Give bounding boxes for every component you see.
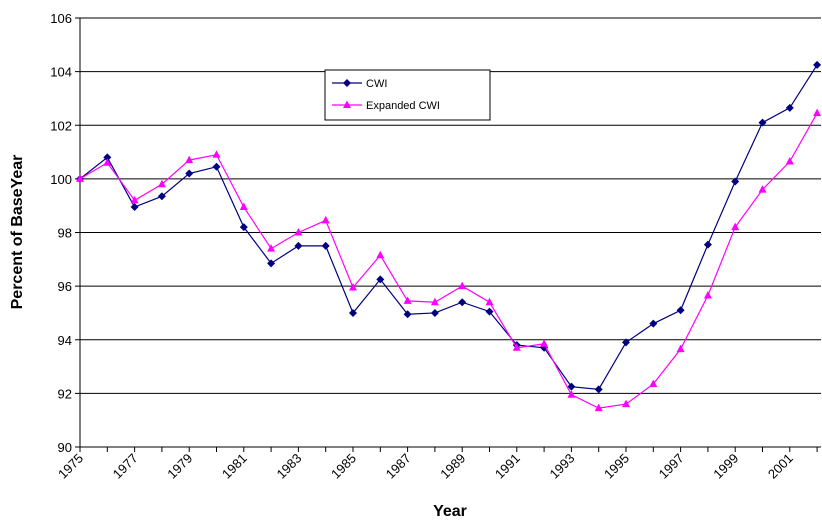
point — [458, 281, 467, 290]
point — [403, 296, 412, 304]
legend-label: CWI — [366, 78, 387, 90]
point — [758, 118, 767, 127]
point — [403, 310, 412, 319]
point — [458, 298, 467, 307]
point — [321, 215, 330, 224]
x-tick-label: 1981 — [219, 451, 250, 482]
point — [594, 385, 603, 394]
point — [103, 153, 112, 162]
point — [349, 308, 357, 317]
y-tick-label: 92 — [58, 386, 72, 401]
point — [567, 382, 576, 391]
point — [622, 399, 630, 408]
x-tick-label: 1987 — [383, 451, 414, 482]
point — [622, 338, 630, 347]
point — [239, 202, 248, 211]
point — [130, 203, 139, 212]
x-tick-label: 1995 — [601, 451, 632, 482]
y-tick-label: 106 — [50, 11, 72, 26]
point — [785, 103, 794, 112]
point — [703, 291, 712, 299]
x-tick-label: 1991 — [492, 451, 523, 482]
point — [376, 275, 385, 284]
point — [267, 259, 276, 268]
point — [813, 108, 822, 117]
x-tick-label: 1975 — [55, 451, 86, 482]
point — [157, 179, 166, 188]
point — [343, 100, 351, 108]
y-tick-label: 104 — [50, 65, 72, 80]
point — [703, 240, 712, 249]
y-tick-label: 102 — [50, 118, 72, 133]
point — [343, 79, 351, 87]
point — [649, 319, 658, 328]
point — [785, 156, 794, 165]
point — [294, 241, 303, 250]
point — [157, 192, 166, 201]
point — [731, 222, 740, 231]
point — [349, 282, 357, 291]
y-tick-label: 90 — [58, 440, 72, 455]
y-tick-label: 100 — [50, 172, 72, 187]
point — [649, 379, 658, 387]
point — [212, 162, 221, 171]
point — [512, 343, 521, 351]
x-tick-label: 1983 — [273, 451, 304, 482]
point — [594, 403, 603, 412]
point — [76, 174, 84, 182]
point — [430, 308, 439, 317]
x-tick-label: 1979 — [164, 451, 195, 482]
point — [758, 185, 767, 193]
series-line — [79, 112, 818, 409]
point — [185, 155, 194, 164]
y-axis-label: Percent of BaseYear — [9, 155, 26, 310]
y-tick-label: 98 — [58, 226, 72, 241]
point — [212, 150, 221, 158]
y-tick-label: 96 — [58, 279, 72, 294]
point — [185, 169, 194, 178]
point — [430, 297, 439, 306]
point — [731, 177, 740, 186]
point — [267, 244, 276, 252]
y-tick-label: 94 — [58, 333, 72, 348]
point — [485, 297, 494, 306]
point — [676, 344, 685, 353]
x-tick-label: 1985 — [328, 451, 359, 482]
x-tick-label: 1993 — [546, 451, 577, 482]
legend-box — [324, 69, 491, 121]
x-tick-label: 2001 — [765, 451, 796, 482]
point — [239, 223, 248, 232]
x-axis-label: Year — [433, 503, 467, 520]
point — [103, 158, 112, 166]
x-tick-label: 1989 — [437, 451, 468, 482]
x-tick-label: 1999 — [710, 451, 741, 482]
point — [321, 241, 330, 250]
point — [567, 390, 576, 398]
point — [540, 339, 549, 347]
series-line — [79, 64, 818, 390]
point — [130, 195, 139, 204]
legend-label: Expanded CWI — [366, 100, 440, 112]
point — [485, 307, 494, 316]
x-tick-label: 1977 — [110, 451, 141, 482]
point — [294, 228, 303, 236]
x-tick-label: 1997 — [656, 451, 687, 482]
point — [676, 306, 685, 315]
point — [376, 250, 385, 259]
point — [813, 60, 822, 69]
